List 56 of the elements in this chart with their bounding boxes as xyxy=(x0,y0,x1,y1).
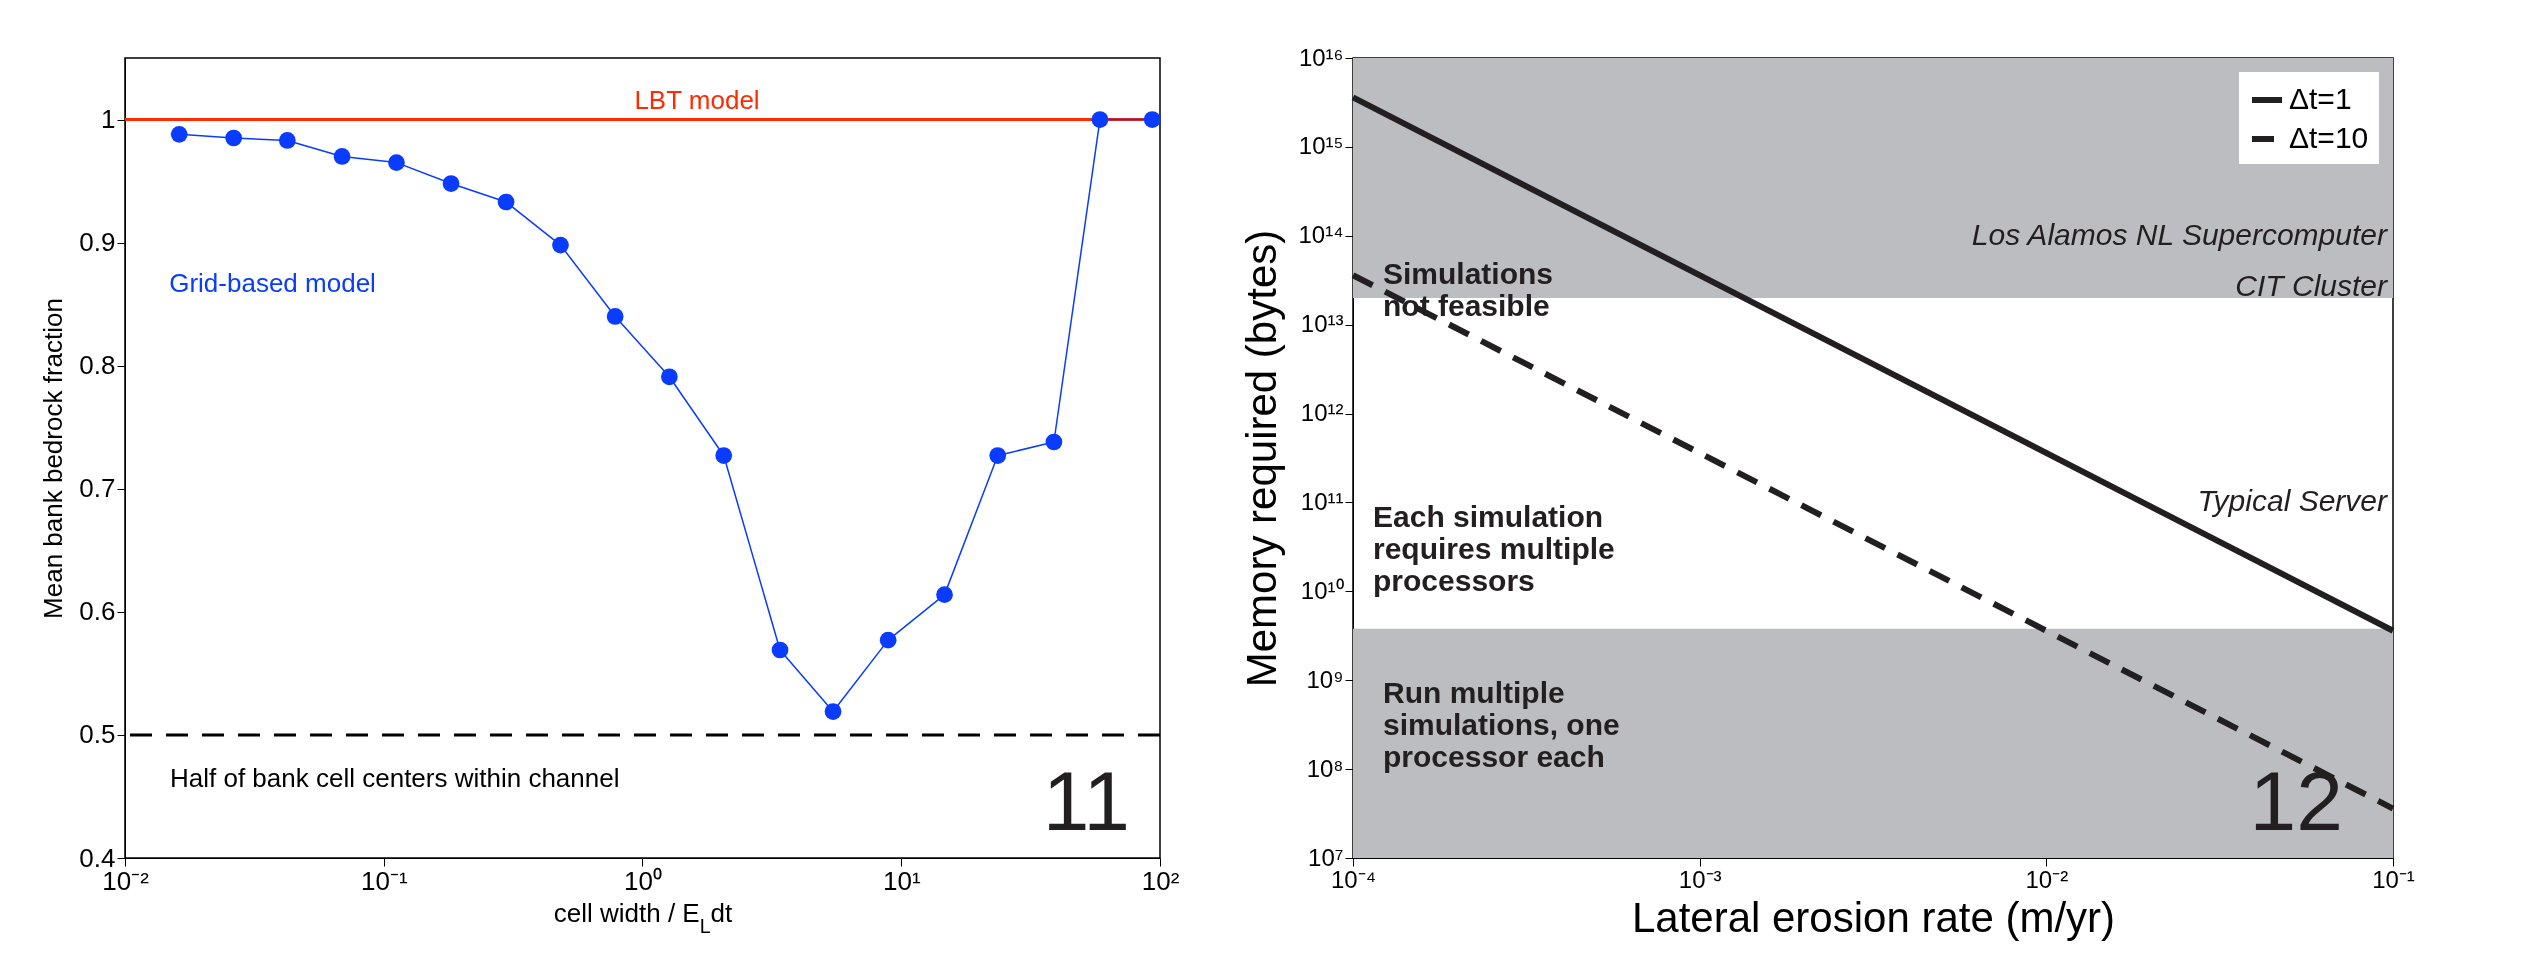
point xyxy=(715,447,733,464)
annotation: CIT Cluster xyxy=(2235,269,2389,302)
y-axis-title: Mean bank bedrock fraction xyxy=(38,298,69,619)
point xyxy=(660,368,678,386)
y-tick-label: 0.6 xyxy=(79,596,116,627)
band-label: Run multiple simulations, one processor each xyxy=(1383,675,1620,773)
point xyxy=(170,125,188,143)
point xyxy=(442,175,460,192)
point xyxy=(1045,433,1063,451)
y-tick-label: 10¹³ xyxy=(1300,310,1344,338)
x-tick-label: 10⁻¹ xyxy=(360,865,408,896)
y-tick-label: 0.4 xyxy=(79,842,116,873)
y-tick-label: 0.5 xyxy=(79,719,116,750)
y-tick-label: 10¹⁴ xyxy=(1298,221,1344,249)
point xyxy=(989,447,1007,464)
y-tick-label: 0.8 xyxy=(79,350,116,381)
x-tick-label: 10¹ xyxy=(882,865,921,896)
y-tick-label: 10¹² xyxy=(1300,399,1344,427)
legend-label: Δt=1 xyxy=(2289,82,2352,115)
point xyxy=(333,148,351,165)
legend-label: Δt=10 xyxy=(2289,121,2369,154)
x-tick-label: 10⁻² xyxy=(2025,865,2069,893)
annotation: Typical Server xyxy=(2197,484,2388,517)
point xyxy=(879,631,897,649)
point xyxy=(824,703,842,720)
y-axis-title: Memory required (bytes) xyxy=(1237,229,1285,688)
x-axis-title: Lateral erosion rate (m/yr) xyxy=(1631,893,2116,941)
y-tick-label: 0.7 xyxy=(79,473,116,504)
x-tick-label: 10⁰ xyxy=(624,865,662,896)
y-tick-label: 1 xyxy=(101,104,116,135)
x-tick-label: 10⁻¹ xyxy=(2372,865,2415,893)
point xyxy=(278,132,296,149)
x-axis-title: cell width / E$_{L}$dt xyxy=(553,897,734,937)
point xyxy=(225,129,243,147)
ref-line-label: LBT model xyxy=(634,84,760,115)
annotation: 11 xyxy=(1042,754,1130,848)
annotation: Each simulation requires multiple processors xyxy=(1373,500,1615,597)
y-tick-label: 10¹¹ xyxy=(1300,487,1344,515)
ref-line-label: Half of bank cell centers within channel xyxy=(170,762,620,793)
y-tick-label: 10¹⁶ xyxy=(1298,43,1344,71)
y-tick-label: 0.9 xyxy=(79,227,116,258)
point xyxy=(497,193,515,211)
text: Grid-based model xyxy=(169,268,376,299)
annotation: 12 xyxy=(2249,754,2343,848)
point xyxy=(936,586,953,603)
y-tick-label: 10¹⁵ xyxy=(1298,132,1344,160)
point xyxy=(552,236,569,254)
x-tick-label: 10⁻³ xyxy=(1678,865,1722,893)
y-tick-label: 10⁹ xyxy=(1306,665,1344,693)
point xyxy=(771,641,789,659)
point xyxy=(388,154,405,171)
y-tick-label: 10¹⁰ xyxy=(1300,576,1344,604)
x-tick-label: 10² xyxy=(1141,865,1180,896)
y-tick-label: 10⁸ xyxy=(1306,754,1344,782)
point xyxy=(606,308,624,325)
annotation: Los Alamos NL Supercomputer xyxy=(1971,218,2388,251)
